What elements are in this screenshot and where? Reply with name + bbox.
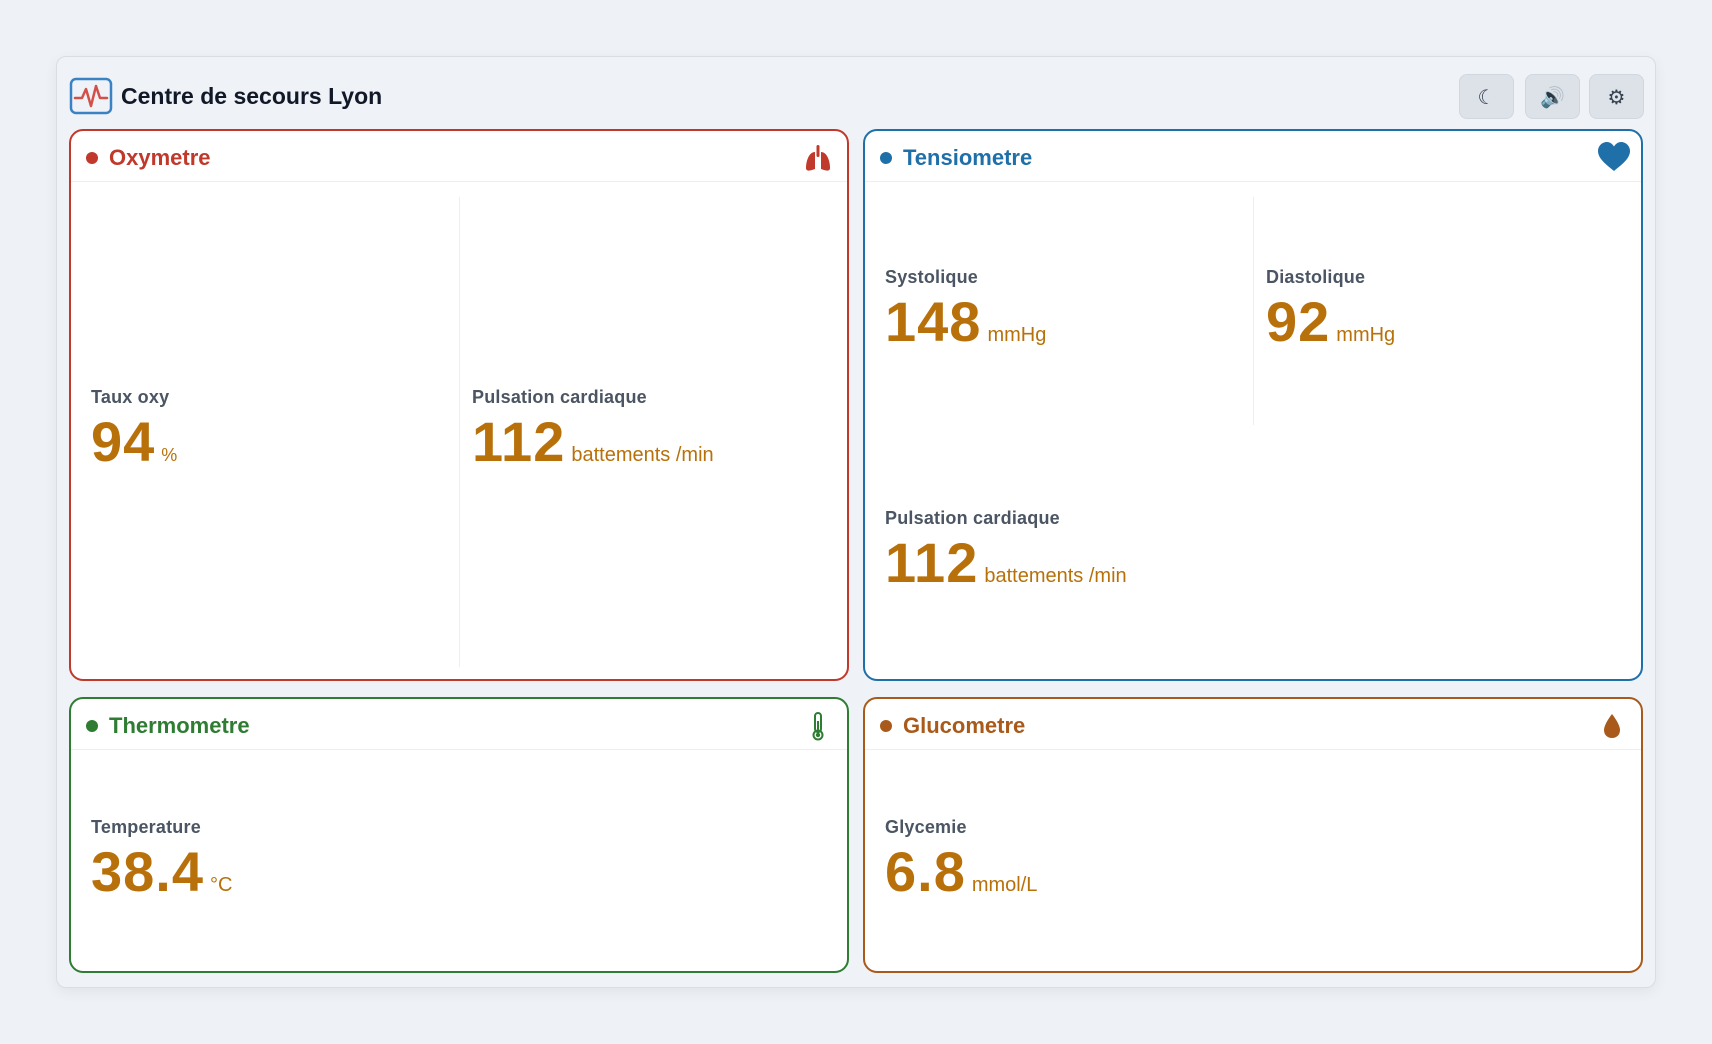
column-divider: [1253, 197, 1254, 425]
app-window: Centre de secours Lyon ☾ 🔊 ⚙ Oxymetre Ta…: [56, 56, 1656, 988]
pulse-metric: Pulsation cardiaque 112 battements /min: [885, 508, 1127, 591]
settings-button[interactable]: ⚙: [1589, 74, 1644, 119]
thermometre-card: Thermometre Temperature 38.4 °C: [69, 697, 849, 973]
metric-label: Temperature: [91, 817, 201, 837]
glucometre-header: Glucometre: [865, 699, 1641, 750]
sound-button[interactable]: 🔊: [1525, 74, 1580, 119]
thermometer-icon: [812, 712, 824, 741]
metric-unit: mmHg: [1336, 324, 1396, 346]
metric-unit: battements /min: [984, 565, 1127, 587]
metric-label: Pulsation cardiaque: [472, 387, 647, 407]
heartbeat-monitor-icon: [69, 77, 113, 115]
gear-icon: ⚙: [1607, 84, 1626, 109]
thermometre-header: Thermometre: [71, 699, 847, 750]
droplet-icon: [1604, 714, 1620, 738]
oxymetre-card: Oxymetre Taux oxy 94% Pulsation cardiaqu…: [69, 129, 849, 681]
glycemia-metric: Glycemie 6.8 mmol/L: [885, 817, 1037, 900]
metric-value: 112: [885, 531, 979, 594]
app-title: Centre de secours Lyon: [121, 83, 383, 109]
tensiometre-header: Tensiometre: [865, 131, 1641, 182]
dark-mode-button[interactable]: ☾: [1459, 74, 1514, 119]
oxymetre-header: Oxymetre: [71, 131, 847, 182]
diastolic-metric: Diastolique 92 mmHg: [1266, 267, 1395, 350]
column-divider: [459, 197, 460, 667]
metric-value: 92: [1266, 290, 1331, 353]
metric-unit: battements /min: [571, 444, 714, 466]
temperature-metric: Temperature 38.4 °C: [91, 817, 232, 900]
status-dot: [880, 152, 892, 164]
heart-icon: [1598, 142, 1630, 171]
card-title: Thermometre: [109, 713, 250, 738]
metric-value: 6.8: [885, 840, 966, 903]
speaker-icon: 🔊: [1540, 84, 1565, 109]
status-dot: [880, 720, 892, 732]
metric-label: Taux oxy: [91, 387, 170, 407]
metric-unit: mmol/L: [971, 874, 1038, 896]
spo2-metric: Taux oxy 94%: [91, 387, 177, 470]
systolic-metric: Systolique 148 mmHg: [885, 267, 1046, 350]
metric-unit: °C: [210, 874, 233, 896]
moon-icon: ☾: [1477, 84, 1496, 109]
glucometre-card: Glucometre Glycemie 6.8 mmol/L: [863, 697, 1643, 973]
top-bar: Centre de secours Lyon ☾ 🔊 ⚙: [57, 57, 1655, 129]
metric-value: 38.4: [91, 840, 204, 903]
metric-unit: mmHg: [987, 324, 1047, 346]
pulse-metric: Pulsation cardiaque 112 battements /min: [472, 387, 714, 470]
lungs-icon: [806, 145, 830, 171]
metric-unit: %: [161, 445, 178, 465]
card-title: Tensiometre: [903, 145, 1033, 170]
metric-value: 94: [91, 410, 156, 473]
metric-value: 112: [472, 410, 566, 473]
card-title: Glucometre: [903, 713, 1026, 738]
tensiometre-card: Tensiometre Systolique 148 mmHg Diastoliq…: [863, 129, 1643, 681]
metric-label: Pulsation cardiaque: [885, 508, 1060, 528]
card-title: Oxymetre: [109, 145, 211, 170]
status-dot: [86, 152, 98, 164]
metric-label: Diastolique: [1266, 267, 1366, 287]
metric-value: 148: [885, 290, 982, 353]
metric-label: Systolique: [885, 267, 979, 287]
status-dot: [86, 720, 98, 732]
metric-label: Glycemie: [885, 817, 967, 837]
